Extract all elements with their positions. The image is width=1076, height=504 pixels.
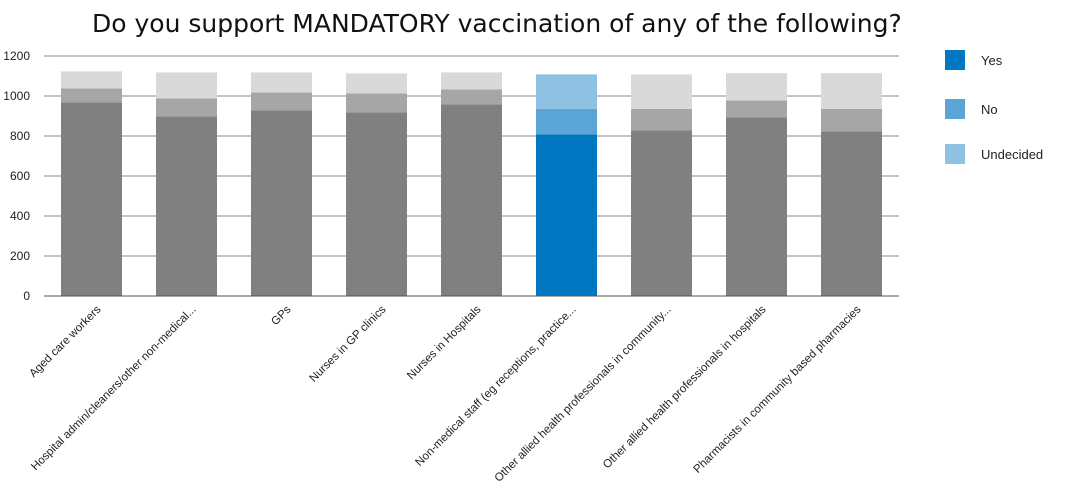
legend-label: Yes xyxy=(981,53,1003,68)
x-tick-label: Other allied health professionals in hos… xyxy=(601,303,769,471)
y-tick-label: 0 xyxy=(23,289,30,303)
bar-segment-yes xyxy=(821,131,882,296)
x-tick-label: Nurses in GP clinics xyxy=(308,303,389,384)
y-tick-label: 400 xyxy=(10,209,30,223)
x-tick-label: Nurses in Hospitals xyxy=(405,303,484,382)
y-tick-label: 1200 xyxy=(3,49,30,63)
bar-segment-undecided xyxy=(251,72,312,93)
legend-label: Undecided xyxy=(981,147,1043,162)
x-tick-label: GPs xyxy=(269,303,293,327)
x-tick-label: Pharmacists in community based pharmacie… xyxy=(692,303,864,475)
bar-segment-no xyxy=(441,89,502,105)
x-tick-label: Non-medical staff (eg receptions, practi… xyxy=(413,304,578,469)
bar-segment-undecided xyxy=(346,73,407,94)
bar-segment-yes xyxy=(536,134,597,296)
y-tick-label: 200 xyxy=(10,249,30,263)
y-axis-ticks: 0 200 400 600 800 1000 1200 xyxy=(3,49,30,303)
bar-segment-undecided xyxy=(631,74,692,109)
y-tick-label: 600 xyxy=(10,169,30,183)
bar-segment-no xyxy=(61,88,122,103)
bar-segment-yes xyxy=(251,110,312,297)
x-tick-label: Aged care workers xyxy=(27,303,103,379)
x-tick-label: Hospital admin/cleaners/other non-medica… xyxy=(29,304,198,473)
bar-segment-no xyxy=(631,108,692,131)
bar-segment-undecided xyxy=(61,71,122,89)
chart-title: Do you support MANDATORY vaccination of … xyxy=(92,9,902,38)
bar-segment-no xyxy=(726,100,787,118)
legend-swatch xyxy=(945,144,965,164)
bars xyxy=(61,71,882,297)
y-tick-label: 1000 xyxy=(3,89,30,103)
x-tick-label: Other allied health professionals in com… xyxy=(493,304,674,485)
bar-segment-undecided xyxy=(441,72,502,90)
bar-segment-no xyxy=(536,108,597,135)
bar-segment-yes xyxy=(61,102,122,297)
bar-segment-no xyxy=(346,93,407,113)
bar-segment-yes xyxy=(156,116,217,297)
legend-label: No xyxy=(981,102,998,117)
bar-segment-undecided xyxy=(726,73,787,101)
legend-swatch xyxy=(945,50,965,70)
bar-segment-no xyxy=(156,98,217,117)
bar-segment-yes xyxy=(441,104,502,297)
y-tick-label: 800 xyxy=(10,129,30,143)
bar-segment-no xyxy=(251,92,312,111)
bar-segment-no xyxy=(821,108,882,132)
bar-segment-yes xyxy=(726,117,787,297)
legend: Yes No Undecided xyxy=(945,50,1043,164)
bar-segment-yes xyxy=(346,112,407,297)
bar-segment-yes xyxy=(631,130,692,296)
legend-swatch xyxy=(945,99,965,119)
bar-segment-undecided xyxy=(821,73,882,109)
bar-segment-undecided xyxy=(536,74,597,109)
bar-segment-undecided xyxy=(156,72,217,99)
